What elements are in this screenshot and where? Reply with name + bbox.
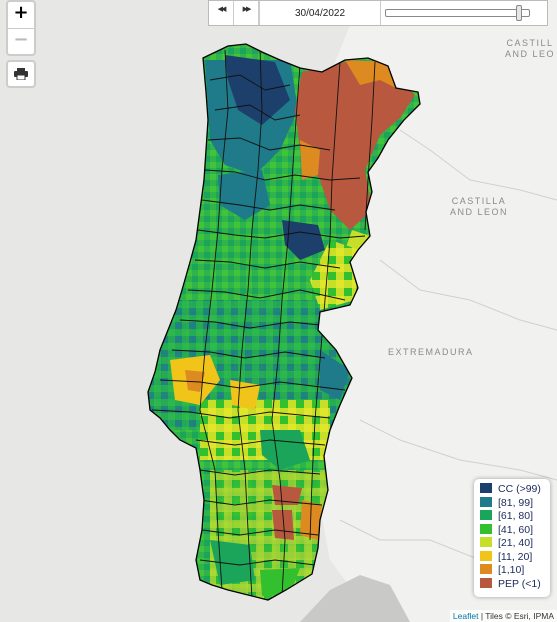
legend-item: [1,10] [480,564,544,578]
time-slider-track[interactable] [385,9,530,17]
region-label-castilla-top: CASTILL AND LEO [505,38,556,59]
legend-swatch [480,537,492,547]
legend-item: CC (>99) [480,483,544,497]
current-date: 30/04/2022 [259,1,381,25]
zoom-in-button[interactable]: + [13,2,29,23]
step-forward-button[interactable]: ▶▶ [234,1,259,25]
leaflet-link[interactable]: Leaflet [452,611,479,621]
legend-swatch [480,523,492,534]
legend-swatch [480,550,492,561]
legend-item: [11, 20] [480,550,544,565]
legend-swatch [480,564,492,574]
zoom-out-button[interactable]: − [8,28,34,54]
step-back-button[interactable]: ◀◀ [209,1,234,25]
time-slider[interactable] [385,5,530,21]
tiles-attribution: Tiles © Esri, IPMA [485,611,554,621]
legend-label: [61, 80] [498,510,534,522]
zoom-control: + − [6,0,36,56]
attribution: Leaflet | Tiles © Esri, IPMA [449,610,557,622]
legend-label: [81, 99] [498,496,534,509]
printer-icon [14,68,28,80]
legend-label: [11, 20] [498,550,533,563]
legend-item: [41, 60] [480,523,544,538]
legend-swatch [480,483,492,493]
attribution-separator: | [478,611,486,621]
legend-item: [21, 40] [480,537,544,551]
region-label-castilla-leon: CASTILLA AND LEON [450,196,509,217]
fast-forward-icon: ▶▶ [242,5,252,13]
legend: CC (>99) [81, 99] [61, 80] [41, 60] [21, 40]… [474,479,550,597]
region-label-extremadura: EXTREMADURA [388,347,474,357]
legend-label: CC (>99) [498,483,541,495]
legend-label: PEP (<1) [498,577,541,590]
legend-item: [61, 80] [480,510,544,524]
legend-swatch [480,496,492,507]
legend-item: [81, 99] [480,496,544,511]
rewind-icon: ◀◀ [217,5,227,13]
time-slider-handle[interactable] [516,5,522,21]
legend-label: [1,10] [498,564,525,576]
legend-swatch [480,510,492,520]
legend-swatch [480,577,492,588]
legend-label: [21, 40] [498,537,534,549]
legend-label: [41, 60] [498,523,534,536]
print-button[interactable] [6,60,36,88]
municipality-borders [151,47,376,599]
legend-item: PEP (<1) [480,577,544,592]
africa-coast [300,575,410,622]
time-control-bar: ◀◀ ▶▶ 30/04/2022 [208,0,548,26]
